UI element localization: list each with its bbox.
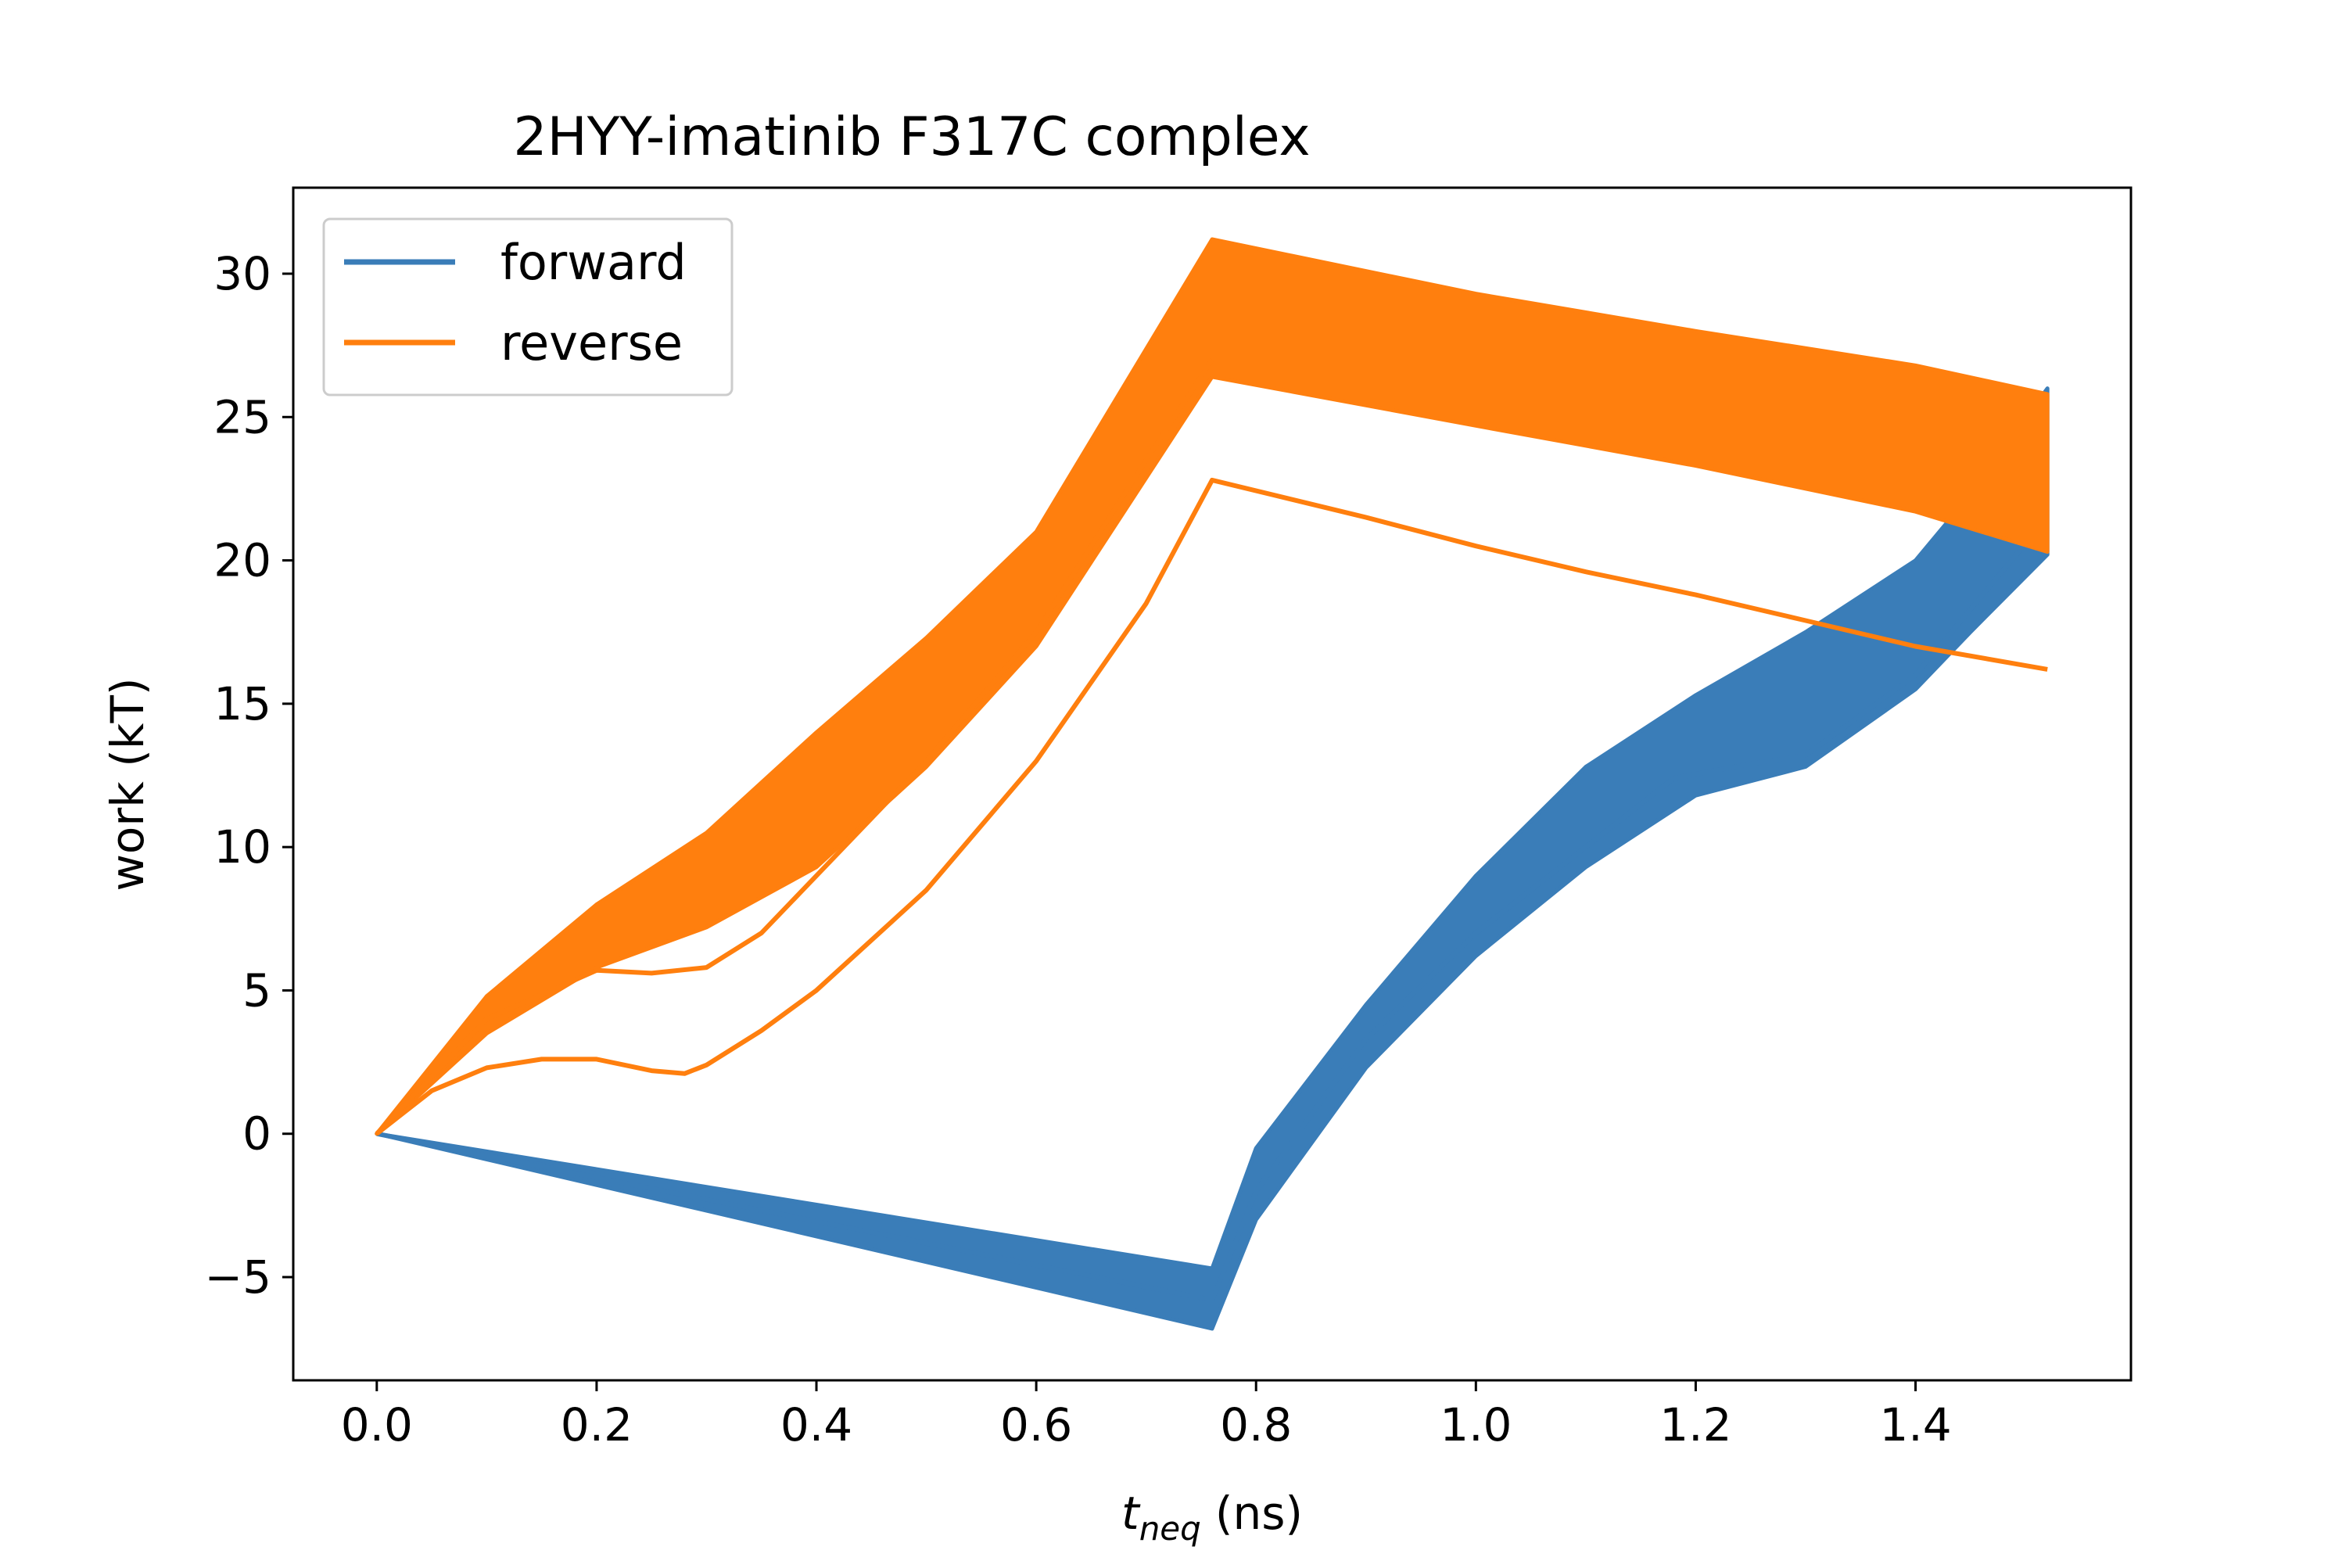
- legend-forward-label: forward: [500, 234, 687, 291]
- reverse-trajectory-band: [375, 237, 2050, 1136]
- x-tick-label: 1.4: [1879, 1398, 1951, 1451]
- plot-frame: [292, 186, 2133, 1382]
- y-axis-label: work (kT): [101, 677, 154, 891]
- plot-series: [375, 237, 2050, 1331]
- x-tick-label: 0.4: [780, 1398, 852, 1451]
- x-tick-label: 1.0: [1440, 1398, 1512, 1451]
- chart-title: 2HYY-imatinib F317C complex: [513, 106, 1310, 168]
- reverse-outlier-line-2: [375, 358, 1214, 1136]
- y-tick-label: 0: [242, 1107, 271, 1161]
- y-tick-label: 5: [242, 963, 271, 1017]
- reverse-outlier-line-1: [375, 477, 2048, 1136]
- x-tick-label: 1.2: [1659, 1398, 1731, 1451]
- y-tick-label: 10: [213, 820, 271, 874]
- y-tick-label: 20: [213, 534, 271, 587]
- y-axis: −5 0 5 10 15 20 25 30: [205, 247, 293, 1304]
- x-tick-label: 0.8: [1220, 1398, 1292, 1451]
- x-tick-label: 0.2: [561, 1398, 633, 1451]
- legend-reverse-label: reverse: [500, 314, 683, 371]
- x-axis: 0.0 0.2 0.4 0.6 0.8 1.0 1.2 1.4: [341, 1380, 1952, 1451]
- legend: forward reverse: [322, 217, 734, 396]
- x-tick-label: 0.0: [341, 1398, 413, 1451]
- x-axis-label-unit: (ns): [1215, 1487, 1303, 1540]
- forward-outlier-line-1: [376, 515, 2050, 1303]
- x-axis-label-main: t: [1121, 1487, 1141, 1540]
- y-tick-label: 15: [213, 677, 271, 730]
- x-tick-label: 0.6: [1000, 1398, 1072, 1451]
- y-tick-label: 25: [213, 390, 271, 443]
- y-tick-label: 30: [213, 247, 271, 300]
- x-axis-label: tneq (ns): [1121, 1487, 1303, 1548]
- x-axis-label-subscript: neq: [1139, 1509, 1201, 1548]
- y-tick-label: −5: [205, 1250, 272, 1304]
